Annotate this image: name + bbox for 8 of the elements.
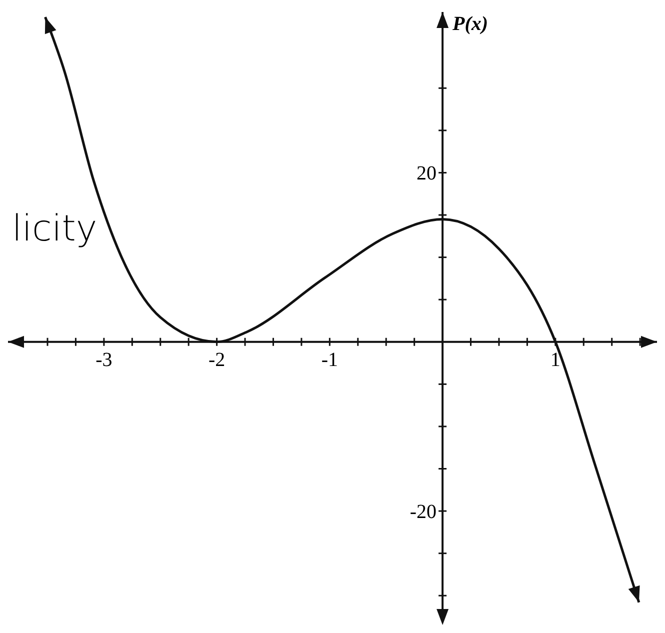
x-tick-label: 1 bbox=[550, 348, 560, 371]
y-tick-label: 20 bbox=[416, 162, 437, 185]
y-axis-title: P(x) bbox=[452, 13, 488, 35]
x-tick-label: -1 bbox=[321, 348, 338, 371]
x-tick-label: -3 bbox=[96, 348, 112, 371]
y-tick-label: -20 bbox=[410, 501, 437, 524]
x-tick-label: -2 bbox=[208, 348, 226, 371]
annotation: licity bbox=[12, 208, 98, 250]
